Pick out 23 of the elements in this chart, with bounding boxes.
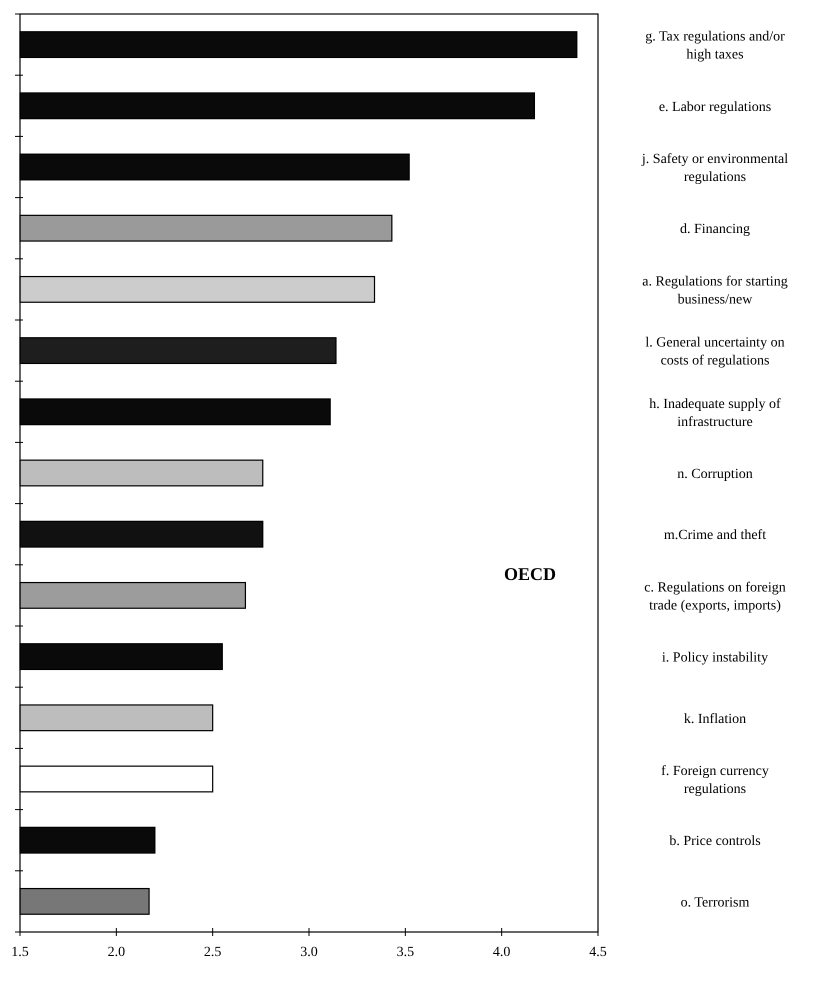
x-tick-label: 3.0 bbox=[300, 945, 318, 960]
x-tick-label: 1.5 bbox=[11, 945, 29, 960]
y-tick-label: l. General uncertainty on costs of regulations bbox=[645, 336, 785, 369]
y-tick-label: k. Inflation bbox=[684, 712, 746, 727]
y-tick-label: m.Crime and theft bbox=[664, 528, 766, 544]
x-tick-label: 4.5 bbox=[589, 945, 607, 960]
y-tick-label: o. Terrorism bbox=[680, 895, 750, 910]
y-tick-label: g. Tax regulations and/or high taxes bbox=[645, 30, 786, 63]
y-tick-label: d. Financing bbox=[680, 222, 750, 238]
y-tick-label: e. Labor regulations bbox=[658, 100, 772, 115]
y-tick-label: a. Regulations for starting business/new bbox=[642, 274, 788, 308]
y-tick-label: i. Policy instability bbox=[662, 650, 768, 666]
x-tick-label: 3.5 bbox=[396, 945, 414, 960]
y-tick-label: b. Price controls bbox=[669, 834, 761, 850]
y-tick-label: n. Corruption bbox=[677, 467, 753, 482]
y-tick-label: j. Safety or environmental regulations bbox=[640, 152, 788, 185]
x-tick-label: 4.0 bbox=[492, 945, 510, 960]
annotation: OECD bbox=[504, 564, 556, 584]
x-tick-label: 2.5 bbox=[204, 945, 222, 960]
x-tick-label: 2.0 bbox=[108, 945, 126, 960]
y-tick-label: c. Regulations on foreign trade (exports, imports) bbox=[644, 580, 786, 614]
y-tick-label: h. Inadequate supply of infrastructure bbox=[649, 396, 782, 430]
y-tick-label: f. Foreign currency regulations bbox=[661, 764, 769, 797]
